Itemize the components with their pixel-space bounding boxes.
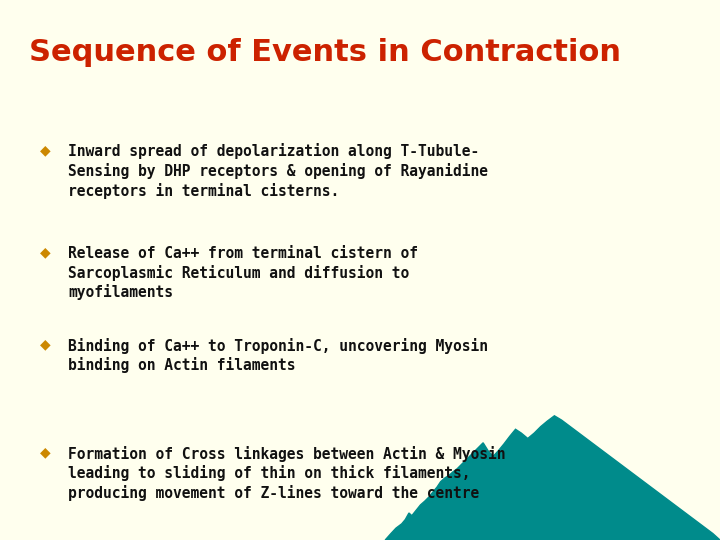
Text: Inward spread of depolarization along T-Tubule-
Sensing by DHP receptors & openi: Inward spread of depolarization along T-… [68, 143, 488, 199]
Text: ◆: ◆ [40, 143, 50, 157]
Text: Formation of Cross linkages between Actin & Myosin
leading to sliding of thin on: Formation of Cross linkages between Acti… [68, 446, 506, 501]
Polygon shape [385, 416, 720, 540]
Text: ◆: ◆ [40, 446, 50, 460]
Text: Sequence of Events in Contraction: Sequence of Events in Contraction [29, 38, 621, 67]
Text: Binding of Ca++ to Troponin-C, uncovering Myosin
binding on Actin filaments: Binding of Ca++ to Troponin-C, uncoverin… [68, 338, 488, 373]
Text: ◆: ◆ [40, 338, 50, 352]
Text: ◆: ◆ [40, 246, 50, 260]
Text: Release of Ca++ from terminal cistern of
Sarcoplasmic Reticulum and diffusion to: Release of Ca++ from terminal cistern of… [68, 246, 418, 300]
